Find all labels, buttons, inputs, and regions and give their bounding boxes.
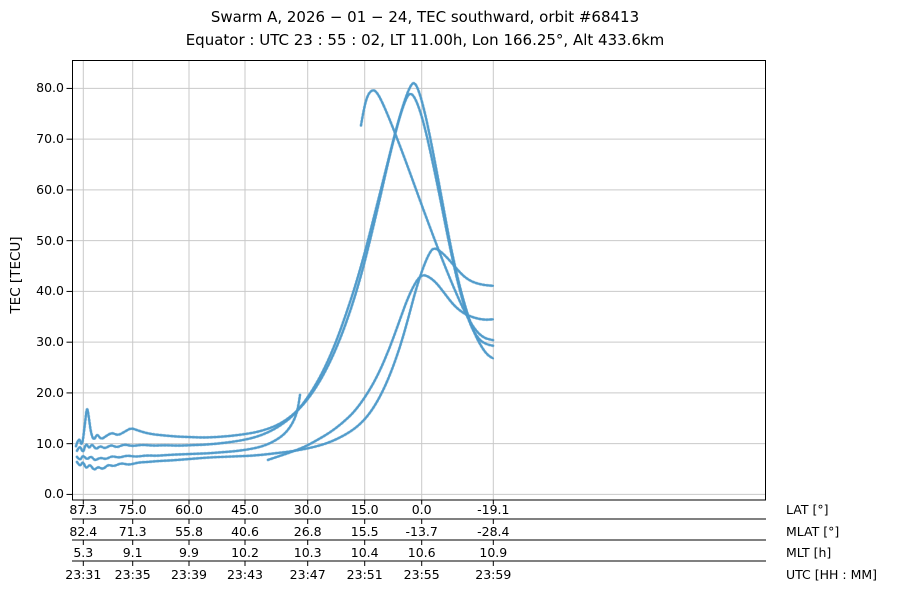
x-tick-label: 5.3 [73,545,94,560]
series-markers-trace-b [75,92,495,453]
y-tick-label: 0.0 [44,486,64,502]
x-tick-label: 9.1 [122,545,143,560]
x-tick-label: 0.0 [411,502,432,517]
x-tick-label: 23:47 [289,566,326,582]
x-row-name-utc: UTC [HH : MM] [786,566,878,582]
x-tick-label: 30.0 [293,502,322,517]
y-tick-label: 60.0 [36,181,64,197]
y-tick-label: 10.0 [36,435,64,451]
y-axis-label: TEC [TECU] [8,236,24,314]
series-trace-b [75,92,495,453]
x-tick-label: 82.4 [69,523,98,539]
series-markers-trace-d [75,247,495,471]
chart-subtitle: Equator : UTC 23 : 55 : 02, LT 11.00h, L… [185,31,665,49]
x-tick-label: 26.8 [293,523,322,539]
plot-spines [72,60,766,501]
series-trace-a [74,82,495,448]
x-tick-label: 15.0 [350,502,379,517]
x-tick-label: -28.4 [477,523,510,539]
chart-title: Swarm A, 2026 − 01 − 24, TEC southward, … [210,8,640,26]
x-tick-label: 23:35 [114,566,151,582]
y-tick-label: 40.0 [36,283,64,299]
x-tick-label: -19.1 [477,502,510,517]
series-trace-d [75,247,495,471]
x-tick-label: 15.5 [350,523,379,539]
x-row-name-mlat: MLAT [°] [786,523,840,539]
x-tick-label: 23:39 [170,566,208,582]
y-tick-label: 50.0 [36,232,64,248]
plot-area [66,60,766,566]
x-tick-label: 87.3 [69,502,98,517]
x-tick-label: 23:31 [65,566,102,582]
x-tick-label: 10.6 [407,545,436,560]
x-tick-label: 71.3 [118,523,147,539]
x-tick-label: 10.9 [479,545,508,560]
x-row-name-lat: LAT [°] [786,502,829,517]
y-tick-label: 30.0 [36,334,64,350]
y-tick-label: 70.0 [36,131,64,147]
x-tick-label: 9.9 [179,545,199,560]
y-tick-label: 20.0 [36,384,64,400]
x-row-name-mlt: MLT [h] [786,545,832,560]
x-tick-label: 55.8 [175,523,203,539]
x-tick-label: 23:51 [346,566,383,582]
x-tick-label: 40.6 [231,523,259,539]
x-tick-label: 23:59 [475,566,512,582]
x-tick-label: 45.0 [231,502,259,517]
series-trace-f [75,393,302,461]
x-tick-label: 60.0 [175,502,203,517]
x-tick-label: 10.3 [293,545,322,560]
series-trace-e [266,274,495,461]
series-markers-trace-a [74,81,495,448]
x-tick-label: 10.4 [350,545,379,560]
x-tick-label: -13.7 [405,523,438,539]
series-markers-trace-f [75,393,302,462]
x-tick-label: 75.0 [118,502,147,517]
x-tick-label: 23:55 [403,566,440,582]
series-markers-trace-e [266,273,495,462]
x-tick-label: 10.2 [231,545,259,560]
x-tick-label: 23:43 [226,566,264,582]
y-tick-label: 80.0 [36,80,64,96]
